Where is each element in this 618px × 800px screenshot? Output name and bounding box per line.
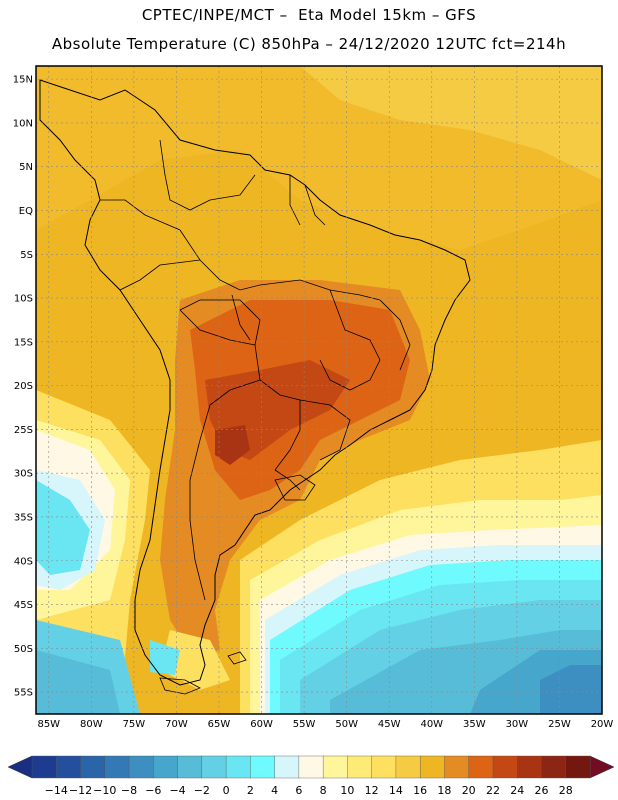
- colorbar-swatch: [128, 755, 154, 779]
- colorbar-label: −4: [169, 784, 185, 797]
- lon-label: 65W: [208, 719, 231, 730]
- lon-label: 75W: [123, 719, 146, 730]
- lat-label: 35S: [14, 512, 33, 523]
- graticule: [36, 66, 603, 714]
- falklands: [227, 651, 247, 665]
- colorbar: −14 −12 −10 −8 −6 −4 −2 0 2 4 6 8 10 12 14 16 18 20 22 24 26…: [7, 755, 615, 797]
- colorbar-label: 20: [462, 784, 476, 797]
- colorbar-label: 8: [320, 784, 327, 797]
- colorbar-label: 14: [389, 784, 403, 797]
- longitude-labels: 85W 80W 75W 70W 65W 60W 55W 50W 45W 40W 35W 30W 25W 2…: [37, 719, 613, 730]
- colorbar-swatch: [56, 755, 82, 779]
- title-line-2: Absolute Temperature (C) 850hPa – 24/12/…: [51, 35, 567, 53]
- lat-label: 10N: [13, 118, 33, 129]
- colorbar-swatch: [80, 755, 106, 779]
- colorbar-label: 10: [340, 784, 354, 797]
- colorbar-label: −12: [69, 784, 92, 797]
- colorbar-label: 6: [295, 784, 302, 797]
- field-tip-yellow: [160, 630, 230, 690]
- lat-label: 15N: [13, 75, 33, 86]
- temperature-map: 15N 10N 5N EQ 5S 10S 15S 20S 25S 30S 35S 40S 45S 50S 5…: [13, 65, 613, 730]
- colorbar-swatch: [565, 755, 591, 779]
- lat-label: 30S: [14, 469, 33, 480]
- colorbar-labels: −14 −12 −10 −8 −6 −4 −2 0 2 4 6 8 10 12 14 16 18 20 22 24 26…: [45, 784, 573, 797]
- colorbar-label: −6: [145, 784, 161, 797]
- colorbar-label: 4: [271, 784, 278, 797]
- colorbar-swatch: [492, 755, 518, 779]
- colorbar-swatch: [371, 755, 397, 779]
- colorbar-swatch: [104, 755, 130, 779]
- colorbar-swatch: [517, 755, 542, 779]
- lat-label: 15S: [14, 337, 33, 348]
- colorbar-swatch: [153, 755, 179, 779]
- colorbar-swatch: [201, 755, 227, 779]
- colorbar-swatch: [395, 755, 421, 779]
- map-frame: [35, 65, 603, 715]
- colorbar-swatch: [444, 755, 470, 779]
- colorbar-label: 18: [437, 784, 451, 797]
- colorbar-label: 26: [534, 784, 548, 797]
- lon-label: 50W: [335, 719, 358, 730]
- colorbar-label: 22: [486, 784, 500, 797]
- colorbar-swatch: [419, 755, 445, 779]
- field-south-pacific-deep: [36, 650, 120, 714]
- lon-label: 40W: [420, 719, 443, 730]
- lon-label: 25W: [548, 719, 571, 730]
- colorbar-swatch: [274, 755, 300, 779]
- lat-label: 10S: [14, 294, 33, 305]
- colorbar-swatches: [7, 755, 615, 779]
- lat-label: 50S: [14, 644, 33, 655]
- lon-label: 20W: [591, 719, 614, 730]
- lon-label: 60W: [250, 719, 273, 730]
- uruguay-border: [274, 474, 316, 501]
- colorbar-label: −8: [121, 784, 137, 797]
- colorbar-label: −2: [194, 784, 210, 797]
- field-atlantic-blue6: [540, 665, 602, 714]
- lon-label: 55W: [293, 719, 316, 730]
- colorbar-right-arrow: [589, 755, 615, 779]
- colorbar-label: 12: [365, 784, 379, 797]
- colorbar-swatch: [541, 755, 567, 779]
- lon-label: 45W: [378, 719, 401, 730]
- colorbar-left-arrow: [7, 755, 33, 779]
- colorbar-label: 0: [223, 784, 230, 797]
- title-line-1: CPTEC/INPE/MCT – Eta Model 15km – GFS: [141, 6, 477, 24]
- south-america-coastline: [39, 79, 471, 686]
- colorbar-swatch: [468, 755, 494, 779]
- lat-label: 5S: [20, 250, 33, 261]
- lon-label: 80W: [80, 719, 103, 730]
- colorbar-swatch: [322, 755, 348, 779]
- lat-label: 20S: [14, 381, 33, 392]
- country-borders: [100, 139, 411, 601]
- colorbar-swatch: [347, 755, 373, 779]
- tierra-del-fuego: [159, 677, 201, 695]
- colorbar-label: 2: [247, 784, 254, 797]
- lon-label: 35W: [463, 719, 486, 730]
- lat-label: 45S: [14, 600, 33, 611]
- lon-label: 30W: [506, 719, 529, 730]
- field-pacific-blue: [36, 480, 90, 575]
- latitude-labels: 15N 10N 5N EQ 5S 10S 15S 20S 25S 30S 35S 40S 45S 50S 5…: [13, 75, 33, 699]
- lat-label: 5N: [19, 162, 33, 173]
- colorbar-label: −14: [45, 784, 68, 797]
- lat-label: 55S: [14, 688, 33, 699]
- colorbar-swatch: [31, 755, 57, 779]
- colorbar-swatch: [177, 755, 203, 779]
- lat-label: 40S: [14, 556, 33, 567]
- field-tip-cyan: [150, 640, 180, 675]
- colorbar-label: 24: [510, 784, 524, 797]
- colorbar-label: 16: [413, 784, 427, 797]
- lon-label: 85W: [37, 719, 60, 730]
- colorbar-label: −10: [93, 784, 116, 797]
- lat-label: EQ: [19, 206, 33, 217]
- field-continent-hot: [215, 425, 250, 465]
- lon-label: 70W: [165, 719, 188, 730]
- colorbar-label: 28: [559, 784, 573, 797]
- lat-label: 25S: [14, 425, 33, 436]
- colorbar-swatch: [250, 755, 276, 779]
- colorbar-swatch: [298, 755, 324, 779]
- colorbar-swatch: [225, 755, 251, 779]
